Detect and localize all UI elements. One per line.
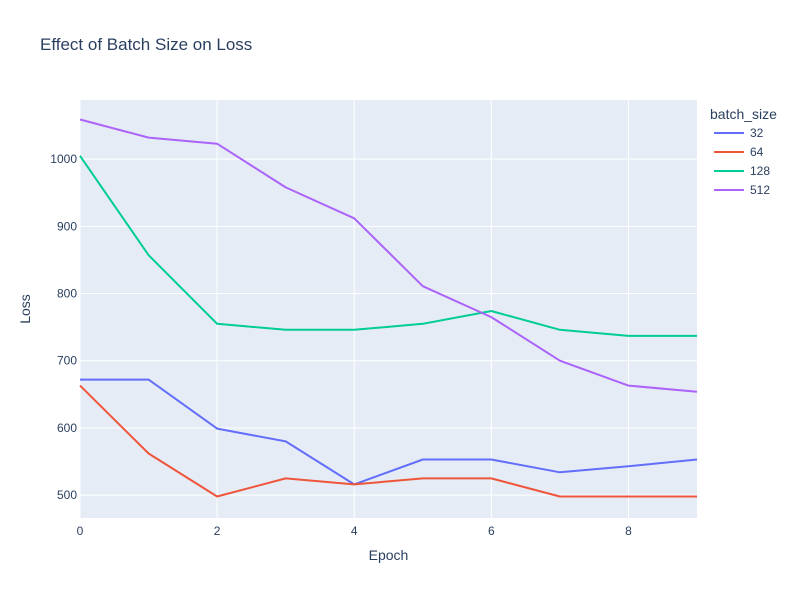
x-tick-label: 8 <box>625 524 632 538</box>
tick-labels: 0 2 4 6 8 500 600 700 800 900 1000 <box>50 152 632 538</box>
legend-label: 64 <box>750 145 764 159</box>
y-tick-label: 600 <box>57 421 77 435</box>
series-line-64 <box>79 384 697 498</box>
series-line-128 <box>79 155 697 337</box>
legend-item-128[interactable]: 128 <box>714 164 770 178</box>
x-tick-label: 2 <box>214 524 221 538</box>
legend-label: 32 <box>750 126 764 140</box>
x-tick-label: 0 <box>77 524 84 538</box>
legend-title: batch_size <box>710 106 777 122</box>
legend-label: 128 <box>750 164 770 178</box>
legend: batch_size 32 64 128 512 <box>710 106 777 197</box>
plot-area <box>80 100 697 518</box>
x-axis-label: Epoch <box>369 547 409 563</box>
series-lines <box>79 118 698 498</box>
grid-lines <box>79 100 697 518</box>
legend-item-32[interactable]: 32 <box>714 126 764 140</box>
legend-item-512[interactable]: 512 <box>714 183 770 197</box>
series-line-32 <box>80 378 698 486</box>
legend-item-64[interactable]: 64 <box>714 145 764 159</box>
chart-title: Effect of Batch Size on Loss <box>40 35 252 54</box>
y-tick-label: 700 <box>57 354 77 368</box>
y-axis-label: Loss <box>17 294 33 324</box>
x-tick-label: 6 <box>488 524 495 538</box>
y-tick-label: 500 <box>57 488 77 502</box>
series-line-512 <box>79 118 698 393</box>
x-tick-label: 4 <box>351 524 358 538</box>
y-tick-label: 800 <box>57 287 77 301</box>
y-tick-label: 900 <box>57 219 77 233</box>
legend-label: 512 <box>750 183 770 197</box>
y-tick-label: 1000 <box>50 152 77 166</box>
